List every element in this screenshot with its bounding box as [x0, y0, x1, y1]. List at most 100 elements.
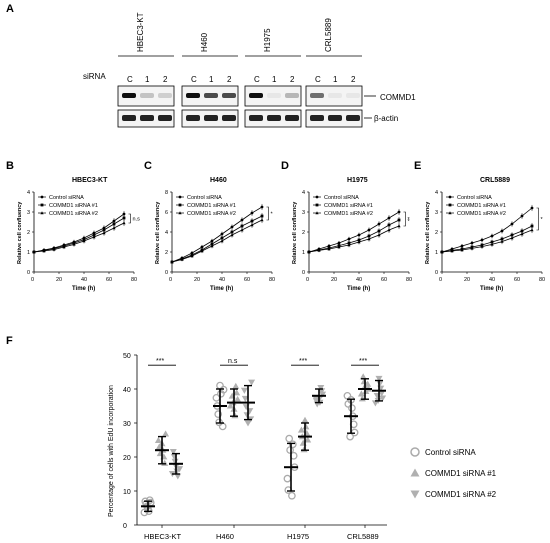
- legend-marker: [178, 195, 182, 199]
- data-point: [220, 236, 224, 240]
- data-point: [240, 224, 244, 228]
- sig-label: n.s: [228, 358, 238, 365]
- replicate-point: [248, 379, 256, 386]
- y-axis-label: Relative cell confluency: [155, 201, 161, 264]
- x-tick-label: 80: [539, 277, 545, 283]
- band-actin: [346, 115, 360, 121]
- data-point: [230, 225, 234, 229]
- sig-bracket: [403, 211, 406, 227]
- data-point: [250, 219, 254, 223]
- data-point: [530, 224, 534, 228]
- data-point: [377, 233, 381, 237]
- panel-letter-b: B: [6, 160, 14, 172]
- data-point: [490, 234, 494, 238]
- legend-marker: [410, 447, 420, 457]
- data-point: [250, 223, 254, 227]
- data-point: [210, 244, 214, 248]
- replicate-point: [301, 416, 309, 423]
- category-label: HBEC3-KT: [144, 532, 182, 541]
- band-commd1: [328, 93, 342, 98]
- legend-marker: [315, 195, 319, 199]
- data-point: [470, 241, 474, 245]
- lane-label: 1: [333, 75, 338, 84]
- y-tick-label: 2: [27, 230, 30, 236]
- y-axis-label: Relative cell confluency: [425, 201, 431, 264]
- replicate-point: [233, 389, 241, 396]
- band-commd1: [122, 93, 136, 98]
- blot-svg: HBEC3-KT C 1 2 H460 C 1 2 H1975 C 1 2 CRL5889 C 1 2: [117, 12, 376, 128]
- replicate-point: [226, 402, 234, 409]
- growth-chart-title: HBEC3-KT: [72, 177, 108, 184]
- category-label: CRL5889: [347, 532, 379, 541]
- data-point: [220, 232, 224, 236]
- category-label: H460: [216, 532, 234, 541]
- series-line: [441, 225, 533, 253]
- data-point: [52, 247, 56, 251]
- growth-chart-title: H1975: [347, 177, 368, 184]
- category-label: H1975: [287, 532, 309, 541]
- growth-chart-title: H460: [210, 177, 227, 184]
- lane-label: 1: [145, 75, 150, 84]
- data-point: [460, 244, 464, 248]
- data-point: [397, 210, 401, 214]
- legend-label: COMMD1 siRNA #2: [187, 211, 236, 217]
- band-commd1: [346, 93, 360, 98]
- sig-label: ***: [299, 358, 307, 365]
- data-point: [347, 237, 351, 241]
- replicate-point: [244, 420, 252, 427]
- data-point: [377, 229, 381, 233]
- y-axis-label: Relative cell confluency: [292, 201, 298, 264]
- band-actin: [285, 115, 299, 121]
- sig-label: n.s: [133, 217, 141, 223]
- y-tick-label: 20: [123, 455, 131, 462]
- replicate-point: [302, 423, 310, 430]
- legend-label: Control siRNA: [49, 195, 84, 201]
- data-point: [460, 248, 464, 252]
- y-tick-label: 0: [27, 270, 30, 276]
- lane-label: 2: [290, 75, 295, 84]
- band-commd1: [310, 93, 324, 98]
- data-point: [450, 249, 454, 253]
- replicate-point: [371, 400, 379, 407]
- data-point: [397, 218, 401, 222]
- data-point: [42, 249, 46, 253]
- x-axis-label: Time (h): [72, 286, 95, 292]
- legend-label: Control siRNA: [457, 195, 492, 201]
- band-actin: [204, 115, 218, 121]
- sig-label: *: [541, 217, 544, 223]
- data-point: [112, 222, 116, 226]
- replicate-point: [286, 446, 294, 454]
- replicate-point: [214, 410, 223, 419]
- y-tick-label: 40: [123, 387, 131, 394]
- x-tick-label: 60: [381, 277, 387, 283]
- data-point: [82, 239, 86, 243]
- sig-bracket: [128, 213, 131, 224]
- y-tick-label: 0: [302, 270, 305, 276]
- band-commd1: [222, 93, 236, 98]
- series-line: [33, 217, 125, 253]
- x-tick-label: 80: [406, 277, 412, 283]
- sig-label: ***: [359, 358, 367, 365]
- cell-line-label: HBEC3-KT: [136, 12, 145, 52]
- band-commd1: [204, 93, 218, 98]
- data-point: [500, 237, 504, 241]
- data-point: [200, 249, 204, 253]
- replicate-point: [317, 385, 325, 392]
- data-point: [62, 245, 66, 249]
- sig-label: *: [271, 212, 274, 218]
- data-point: [230, 233, 234, 237]
- legend-marker: [178, 211, 182, 215]
- growth-chart-title: CRL5889: [480, 177, 510, 184]
- y-axis-label: Relative cell confluency: [17, 201, 23, 264]
- legend-marker: [315, 211, 319, 215]
- data-point: [210, 239, 214, 243]
- data-point: [190, 254, 194, 258]
- x-axis-label: Time (h): [480, 286, 503, 292]
- data-point: [72, 242, 76, 246]
- data-point: [530, 206, 534, 210]
- data-point: [260, 218, 264, 222]
- data-point: [337, 241, 341, 245]
- band-actin: [249, 115, 263, 121]
- replicate-point: [319, 391, 327, 398]
